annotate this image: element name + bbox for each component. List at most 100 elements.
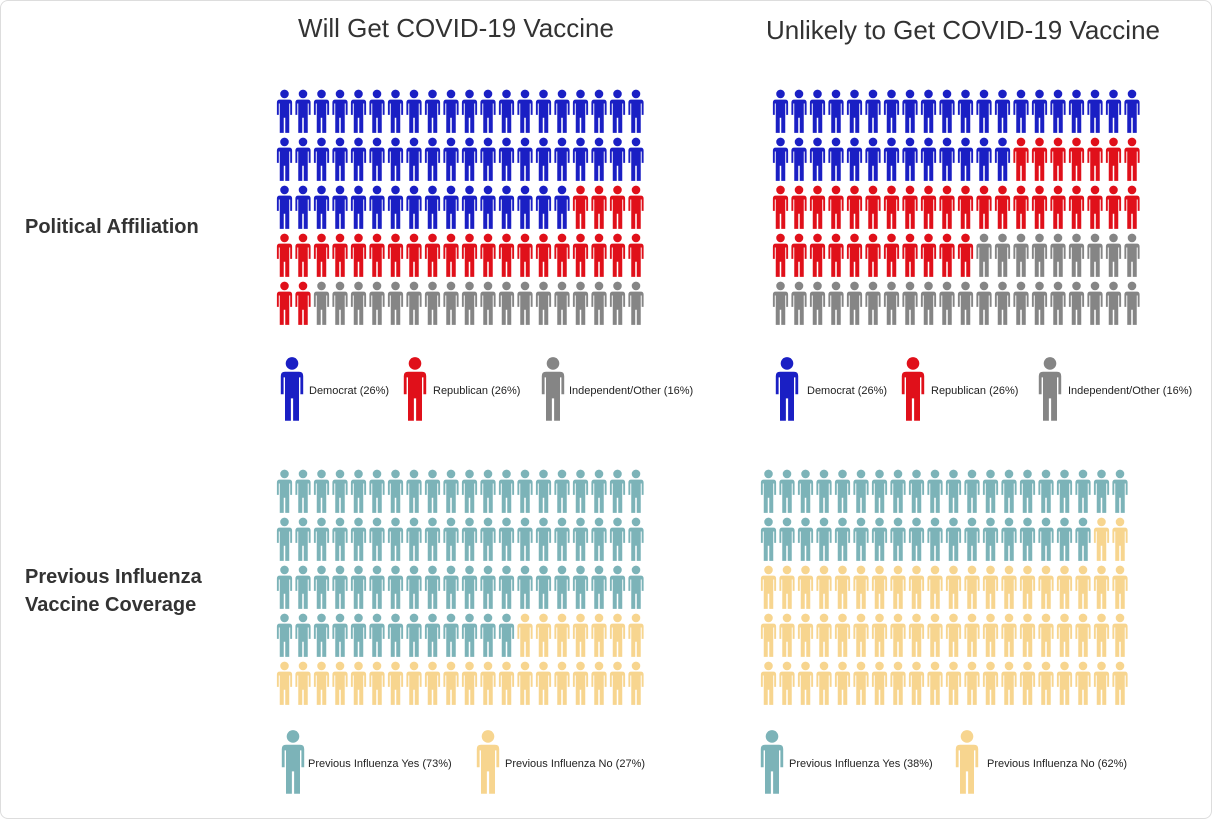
person-icon xyxy=(313,281,330,325)
person-icon xyxy=(461,185,478,229)
person-icon xyxy=(772,137,789,181)
person-icon xyxy=(332,233,348,277)
person-icon xyxy=(406,613,422,657)
person-icon xyxy=(369,185,385,229)
person-icon xyxy=(535,137,552,181)
person-icon xyxy=(1019,661,1036,705)
person-icon xyxy=(332,281,348,325)
person-icon xyxy=(964,517,980,561)
person-icon xyxy=(369,661,385,705)
person-icon xyxy=(760,565,777,609)
person-icon xyxy=(517,469,533,513)
person-icon xyxy=(609,89,626,133)
person-icon xyxy=(276,185,293,229)
person-icon xyxy=(902,281,918,325)
person-icon xyxy=(1124,185,1140,229)
person-icon xyxy=(1019,565,1036,609)
person-icon xyxy=(779,661,795,705)
person-icon xyxy=(535,613,552,657)
person-icon xyxy=(350,185,367,229)
person-icon xyxy=(1087,281,1103,325)
person-icon xyxy=(890,517,906,561)
person-icon xyxy=(964,661,980,705)
person-icon xyxy=(1075,661,1091,705)
person-icon xyxy=(828,233,844,277)
person-icon xyxy=(498,137,515,181)
person-icon xyxy=(350,137,367,181)
person-icon xyxy=(480,469,496,513)
person-icon xyxy=(424,517,441,561)
person-icon xyxy=(480,89,496,133)
person-icon xyxy=(591,469,607,513)
person-icon xyxy=(387,661,404,705)
person-icon xyxy=(920,89,937,133)
person-icon xyxy=(809,89,826,133)
person-icon xyxy=(1105,281,1122,325)
person-icon xyxy=(1038,661,1054,705)
person-icon xyxy=(313,661,330,705)
person-icon xyxy=(871,469,888,513)
person-icon xyxy=(846,89,863,133)
person-icon xyxy=(1093,661,1110,705)
person-icon xyxy=(313,565,330,609)
person-icon xyxy=(1075,469,1091,513)
person-icon xyxy=(461,613,478,657)
person-icon xyxy=(760,613,777,657)
person-icon xyxy=(865,281,881,325)
person-icon xyxy=(424,661,441,705)
person-icon xyxy=(846,137,863,181)
person-icon xyxy=(865,233,881,277)
person-icon xyxy=(387,137,404,181)
person-icon xyxy=(554,233,570,277)
person-icon xyxy=(797,661,814,705)
legend-icon xyxy=(541,357,565,421)
person-icon xyxy=(846,281,863,325)
person-icon xyxy=(890,565,906,609)
legend-label: Previous Influenza No (62%) xyxy=(987,758,1127,770)
person-icon xyxy=(1050,185,1066,229)
person-icon xyxy=(424,281,441,325)
person-icon xyxy=(406,469,422,513)
person-icon xyxy=(517,185,533,229)
person-icon xyxy=(628,469,644,513)
person-icon xyxy=(982,565,999,609)
person-icon xyxy=(828,281,844,325)
person-icon xyxy=(313,517,330,561)
person-icon xyxy=(424,469,441,513)
person-icon xyxy=(902,137,918,181)
person-icon xyxy=(816,469,832,513)
person-icon xyxy=(834,661,851,705)
legend-icon xyxy=(775,357,799,421)
person-icon xyxy=(387,281,404,325)
person-icon xyxy=(1001,469,1017,513)
person-icon xyxy=(443,661,459,705)
person-icon xyxy=(369,233,385,277)
person-icon xyxy=(498,613,515,657)
person-icon xyxy=(554,185,570,229)
person-icon xyxy=(1031,137,1048,181)
person-icon xyxy=(628,137,644,181)
person-icon xyxy=(1019,469,1036,513)
person-icon xyxy=(276,469,293,513)
person-icon xyxy=(945,613,962,657)
person-icon xyxy=(350,89,367,133)
person-icon xyxy=(828,137,844,181)
person-icon xyxy=(480,185,496,229)
person-icon xyxy=(295,517,311,561)
legend-label: Independent/Other (16%) xyxy=(569,385,693,397)
row-label: Political Affiliation xyxy=(25,216,199,238)
person-icon xyxy=(902,233,918,277)
person-icon xyxy=(554,661,570,705)
person-icon xyxy=(834,613,851,657)
person-icon xyxy=(1075,613,1091,657)
person-icon xyxy=(461,565,478,609)
person-icon xyxy=(1075,517,1091,561)
person-icon xyxy=(424,233,441,277)
legend-icon xyxy=(1038,357,1062,421)
person-icon xyxy=(1056,565,1073,609)
person-icon xyxy=(628,661,644,705)
person-icon xyxy=(498,185,515,229)
person-icon xyxy=(554,517,570,561)
person-icon xyxy=(1050,137,1066,181)
